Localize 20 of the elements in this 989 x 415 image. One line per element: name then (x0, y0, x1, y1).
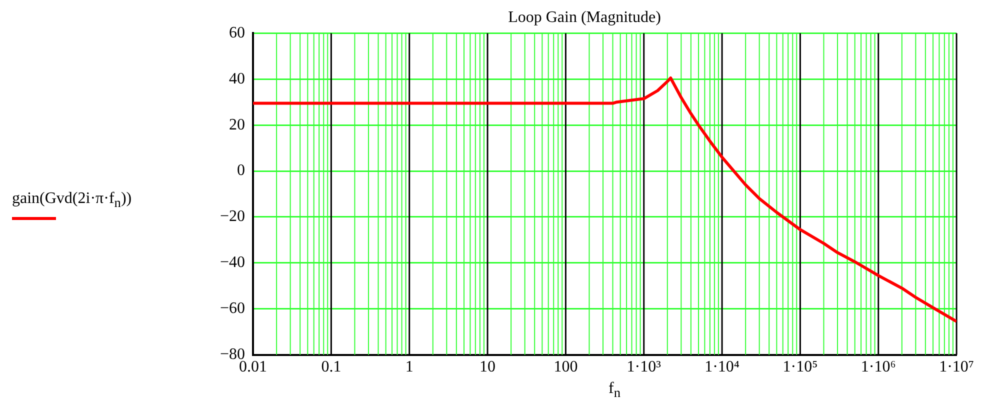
x-tick-label: 0.1 (321, 358, 342, 376)
y-tick-label: −40 (220, 254, 246, 272)
y-tick-label: 20 (229, 116, 246, 134)
x-tick-label: 1·10⁵ (782, 358, 818, 376)
x-tick-label: 0.01 (239, 358, 268, 376)
x-axis-title: f$_{n}$ (608, 380, 620, 402)
x-tick-label: 1·10³ (626, 358, 662, 376)
x-tick-label: 100 (554, 358, 578, 376)
x-tick-label: 1·10⁶ (860, 358, 896, 376)
x-tick-label: 1 (405, 358, 414, 376)
y-tick-label: −20 (220, 208, 246, 226)
x-tick-label: 1·10⁷ (939, 358, 974, 376)
y-tick-label: 60 (229, 24, 246, 42)
y-tick-label: 0 (237, 162, 246, 180)
x-tick-label: 1·10⁴ (704, 358, 740, 376)
y-tick-label: 40 (229, 70, 246, 88)
x-tick-label: 10 (480, 358, 496, 376)
chart-title: Loop Gain (Magnitude) (508, 8, 661, 26)
y-tick-label: −60 (220, 300, 246, 318)
text: gain(Gvd(2i·π·f$_{n}$)) (12, 190, 132, 211)
